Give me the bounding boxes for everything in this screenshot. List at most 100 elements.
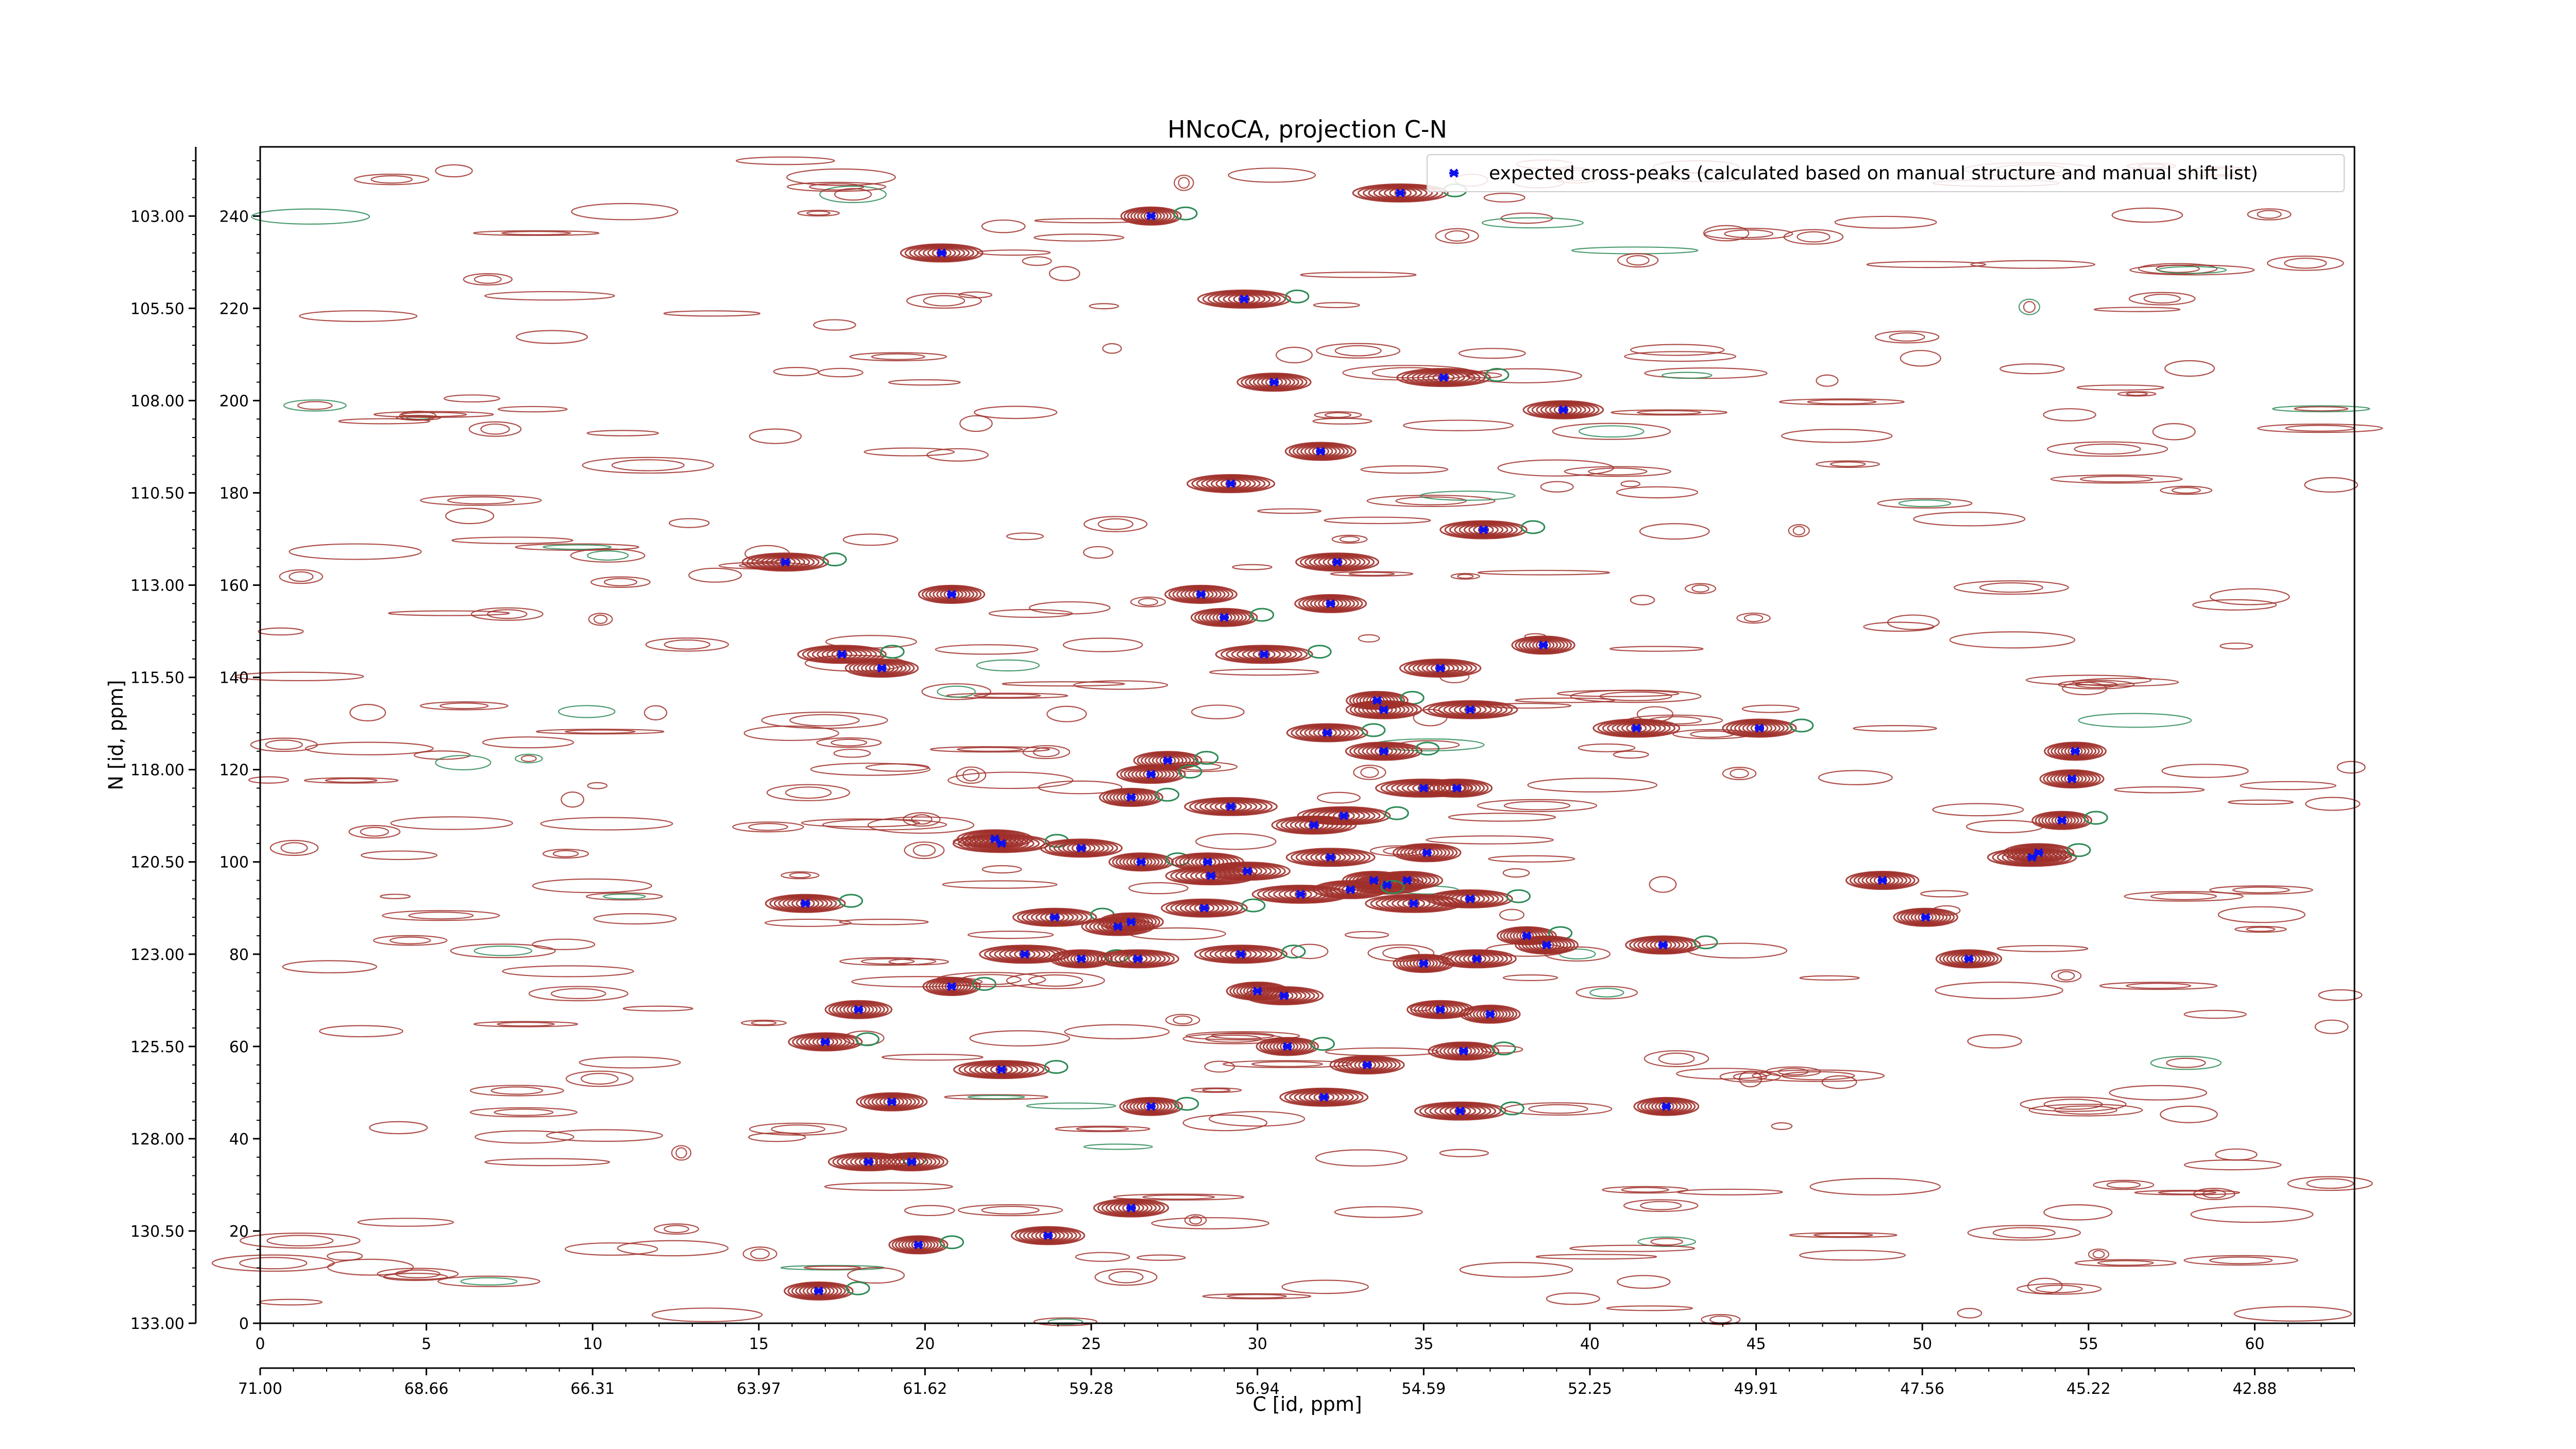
noise-contour	[2183, 1255, 2298, 1266]
noise-contour	[2247, 208, 2292, 221]
y-tick-label: 240	[219, 208, 249, 226]
noise-contour	[1477, 569, 1611, 576]
noise-contour	[653, 1223, 699, 1235]
noise-contour	[564, 1242, 658, 1256]
noise-contour	[279, 569, 324, 584]
noise-contour	[451, 536, 573, 544]
peak-marker	[1379, 747, 1388, 756]
x-axis-ticks: 0 5 10 15 20 25 30 35 40 45 50 55 60	[255, 1323, 2355, 1353]
noise-contour	[561, 791, 585, 808]
noise-contour	[1643, 1050, 1709, 1067]
peak-contour	[2039, 769, 2105, 789]
peak-contour	[953, 1059, 1069, 1080]
noise-contour	[1325, 1047, 1439, 1056]
noise-contour	[1704, 227, 1793, 240]
noise-contour	[1502, 868, 1530, 878]
peak-marker	[996, 1065, 1006, 1074]
noise-contour	[360, 850, 438, 861]
noise-contour	[2305, 797, 2361, 811]
noise-contour	[1887, 614, 1940, 630]
noise-contour	[1649, 876, 1677, 893]
noise-contour	[299, 310, 418, 322]
legend-label: expected cross-peaks (calculated based o…	[1489, 163, 2258, 184]
noise-contour	[571, 203, 679, 221]
peak-marker	[1239, 294, 1249, 304]
peak-marker	[1126, 917, 1136, 926]
noise-contour	[743, 726, 839, 742]
noise-contour	[1208, 1111, 1306, 1127]
noise-contour	[764, 918, 852, 927]
noise-contour	[947, 771, 1074, 789]
noise-contour	[516, 330, 588, 344]
noise-contour	[1083, 1143, 1153, 1150]
noise-contour	[1488, 855, 1575, 863]
peak-contour	[1244, 986, 1324, 1005]
noise-contour	[2114, 786, 2205, 794]
x-tick-label: 40	[1580, 1335, 1600, 1353]
noise-contour	[1515, 697, 1616, 703]
noise-contour	[2152, 423, 2196, 441]
noise-contour	[1062, 637, 1143, 652]
noise-contour	[484, 291, 615, 301]
noise-contour	[435, 755, 492, 770]
noise-contour	[1165, 1014, 1200, 1026]
noise-contour	[1195, 833, 1277, 850]
noise-contour	[946, 693, 1069, 699]
y-axis-ticks: 0 20 40 60 80 100 120 140 160 180 200 220 240	[219, 160, 260, 1333]
noise-contour	[383, 1272, 448, 1281]
peak-marker	[2034, 848, 2044, 857]
y-tick-label: 100	[219, 854, 249, 872]
x-tick-label: 55	[2079, 1335, 2098, 1353]
noise-contour	[797, 210, 840, 217]
noise-contour	[1113, 1193, 1244, 1201]
peak-marker	[1326, 599, 1335, 609]
y-axis-ppm-ticks: 133.00 130.50 128.00 125.50 123.00 120.50 118.…	[130, 147, 197, 1333]
peak-marker	[1076, 954, 1086, 964]
y-tick-label: 80	[229, 946, 249, 964]
y-tick-label: 120	[219, 762, 249, 780]
noise-contour	[570, 548, 646, 563]
noise-contour	[958, 291, 993, 298]
noise-contour	[2129, 264, 2255, 276]
y-tick-label: 220	[219, 300, 249, 318]
noise-contour	[1182, 1114, 1268, 1132]
noise-contour	[1094, 1268, 1158, 1286]
peak-contour	[1236, 373, 1312, 392]
noise-contour	[1957, 1308, 1982, 1319]
noise-contour	[349, 704, 386, 721]
y-ppm-tick-label: 110.50	[130, 484, 184, 502]
x-ppm-tick-label: 45.22	[2066, 1380, 2111, 1398]
noise-contour	[2150, 1056, 2222, 1070]
noise-contour	[1818, 770, 1893, 785]
noise-contour	[749, 428, 802, 444]
noise-contour	[435, 164, 473, 178]
noise-contour	[248, 776, 290, 784]
noise-contour	[735, 156, 835, 165]
noise-contour	[1312, 417, 1372, 425]
noise-contour	[1996, 945, 2089, 952]
noise-contour	[258, 627, 304, 636]
peak-marker	[1372, 696, 1382, 705]
noise-contour	[1900, 350, 1941, 367]
noise-contour	[1048, 266, 1080, 281]
noise-contour	[1662, 372, 1713, 379]
noise-contour	[2050, 474, 2183, 484]
peak-marker	[1472, 954, 1482, 964]
noise-contour	[502, 965, 634, 978]
noise-contour	[1624, 351, 1737, 362]
noise-contour	[2128, 292, 2196, 306]
noise-contour	[388, 610, 510, 616]
noise-contour	[1866, 261, 1987, 268]
peak-contour	[1012, 907, 1115, 927]
noise-contour	[2043, 1204, 2113, 1221]
noise-contour	[582, 457, 715, 474]
peak-contour	[1164, 584, 1238, 604]
noise-contour	[369, 1121, 428, 1135]
noise-contour	[463, 273, 513, 286]
noise-contour	[2062, 682, 2108, 696]
peak-marker	[990, 834, 999, 844]
peak-contour	[1093, 1198, 1170, 1218]
noise-contour	[2190, 1206, 2314, 1223]
noise-contour	[269, 839, 319, 856]
noise-contour	[1623, 1199, 1699, 1212]
